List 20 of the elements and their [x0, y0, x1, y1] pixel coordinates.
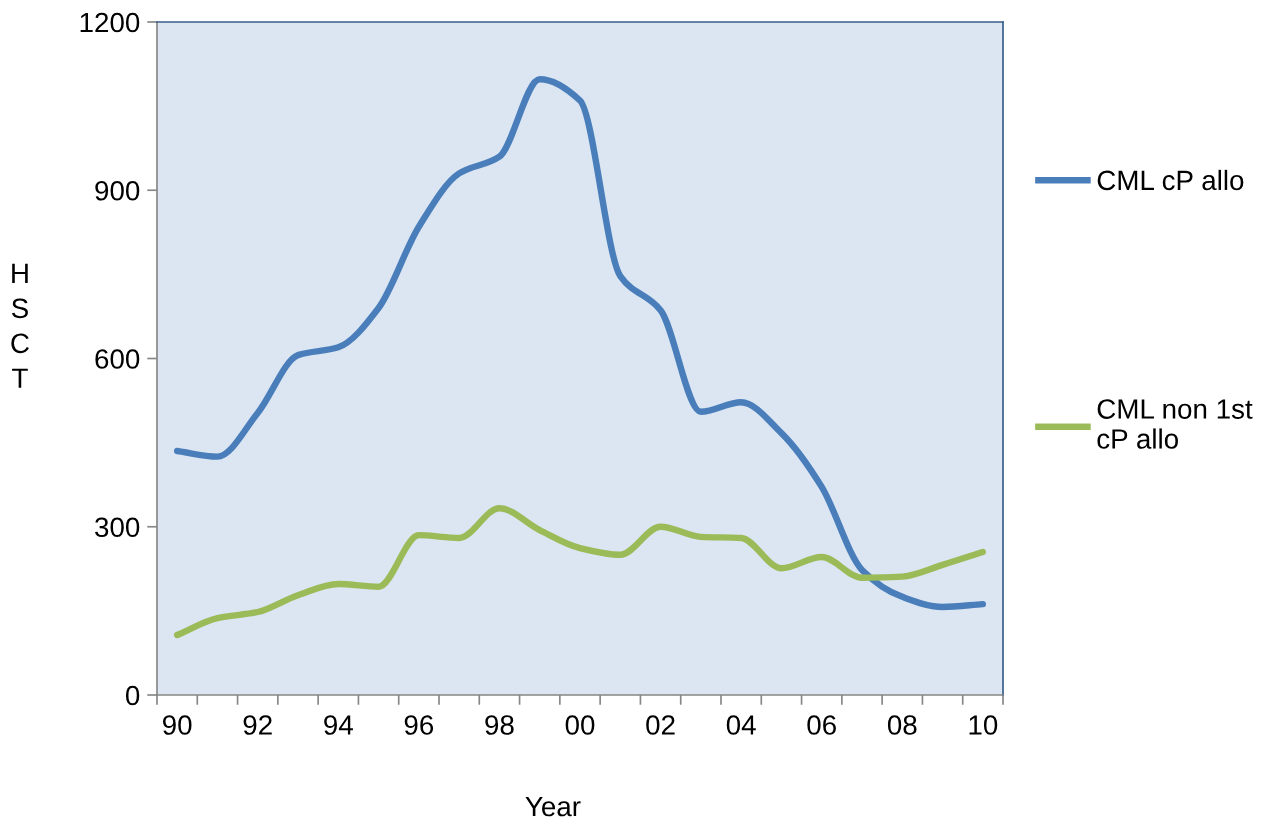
y-axis-title: HSCT	[11, 263, 29, 388]
y-tick-label: 900	[95, 180, 140, 201]
x-tick-label: 98	[485, 715, 514, 735]
x-tick-label: 06	[807, 715, 836, 735]
y-tick-label: 300	[95, 517, 140, 538]
x-tick-label: 00	[565, 715, 595, 735]
x-tick-label: 96	[404, 715, 434, 735]
y-tick-label: 0	[125, 685, 140, 706]
y-tick-label: 600	[95, 349, 140, 369]
x-tick-label: 02	[646, 715, 675, 735]
legend-label: CML non 1st cP allo	[1097, 399, 1253, 449]
legend-label: CML cP allo	[1097, 169, 1244, 191]
y-tick-label: 1200	[80, 12, 140, 33]
x-tick-label: 04	[726, 715, 756, 735]
x-tick-label: 08	[887, 715, 917, 735]
x-axis-title: Year	[525, 796, 581, 817]
x-tick-label: 92	[243, 715, 272, 735]
x-tick-label: 94	[324, 715, 353, 735]
x-tick-label: 90	[163, 715, 192, 735]
x-tick-label: 10	[969, 715, 998, 735]
